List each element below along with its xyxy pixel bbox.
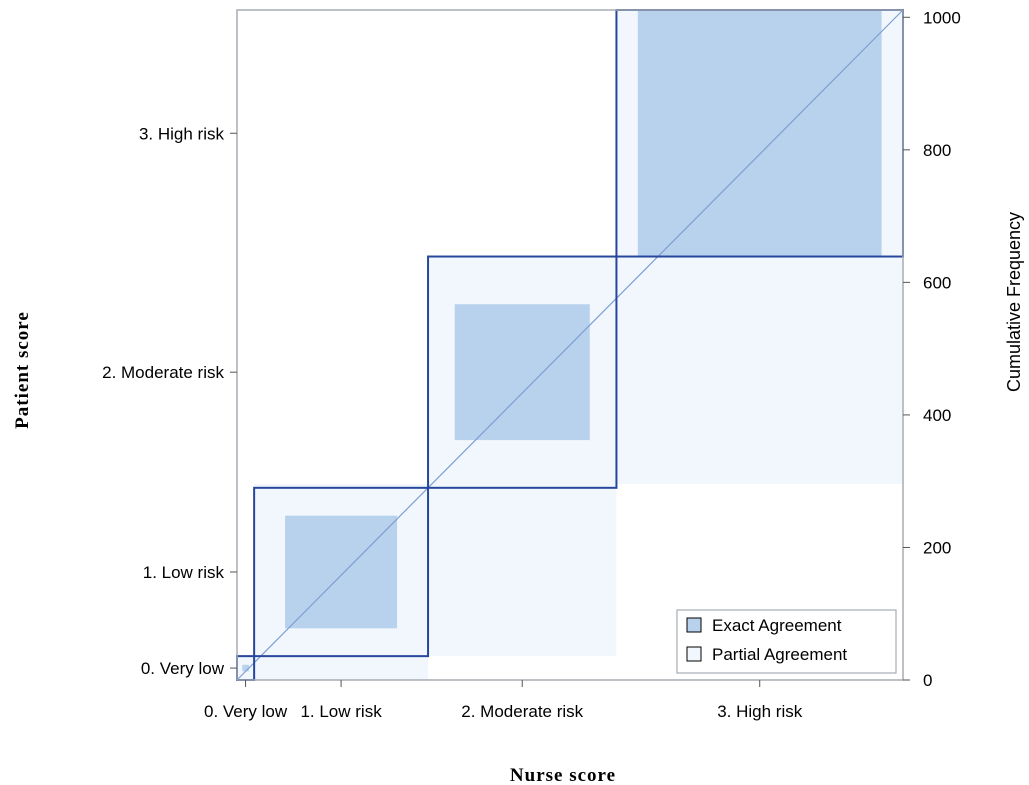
bottom-axis: 0. Very low 1. Low risk 2. Moderate risk 3.… [204, 680, 803, 721]
x-tick-label: 3. High risk [717, 702, 803, 721]
y2-tick-label: 600 [923, 273, 951, 292]
diagonal-reference-line [236, 9, 904, 681]
legend: Exact Agreement Partial Agreement [676, 609, 897, 674]
y2-tick-label: 200 [923, 538, 951, 557]
y2-axis-title: Cumulative Frequency [1004, 212, 1024, 392]
y-tick-label: 2. Moderate risk [102, 363, 224, 382]
exact-agreement-box-1 [285, 515, 398, 629]
exact-agreement-box-0 [242, 664, 249, 672]
y-tick-label: 0. Very low [141, 659, 225, 678]
exact-agreement-box-2 [454, 304, 590, 441]
plot-frame [236, 9, 904, 681]
y2-tick-label: 400 [923, 406, 951, 425]
legend-swatch-partial [686, 646, 702, 662]
x-tick-label: 1. Low risk [300, 702, 382, 721]
left-axis: 0. Very low 1. Low risk 2. Moderate risk 3.… [102, 124, 237, 678]
exact-agreement-box-3 [637, 10, 882, 256]
legend-box [676, 609, 897, 674]
exact-agreement-layer [242, 10, 882, 672]
legend-swatch-exact [686, 617, 702, 633]
y2-tick-label: 800 [923, 141, 951, 160]
right-axis: 0 200 400 600 800 1000 [903, 8, 961, 690]
y-axis-title: Patient score [12, 311, 33, 429]
x-axis-title: Nurse score [510, 765, 616, 785]
y-tick-label: 3. High risk [139, 124, 225, 143]
category-outline-1 [253, 486, 430, 658]
legend-label-exact: Exact Agreement [712, 616, 842, 635]
y2-tick-label: 0 [923, 671, 932, 690]
y-tick-label: 1. Low risk [143, 563, 225, 582]
legend-label-partial: Partial Agreement [712, 645, 847, 664]
x-tick-label: 0. Very low [204, 702, 288, 721]
category-outline-2 [427, 255, 618, 489]
x-tick-label: 2. Moderate risk [461, 702, 583, 721]
y2-tick-label: 1000 [923, 8, 961, 27]
